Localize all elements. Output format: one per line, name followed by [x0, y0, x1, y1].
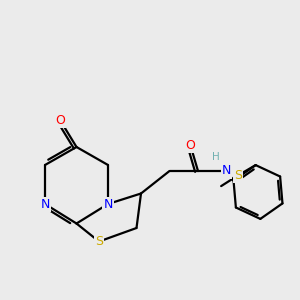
Text: O: O — [186, 139, 195, 152]
Text: S: S — [95, 235, 103, 248]
Text: H: H — [212, 152, 220, 163]
Text: N: N — [222, 164, 231, 178]
Text: N: N — [103, 197, 113, 211]
Text: N: N — [40, 197, 50, 211]
Text: S: S — [234, 169, 242, 182]
Text: O: O — [55, 113, 65, 127]
